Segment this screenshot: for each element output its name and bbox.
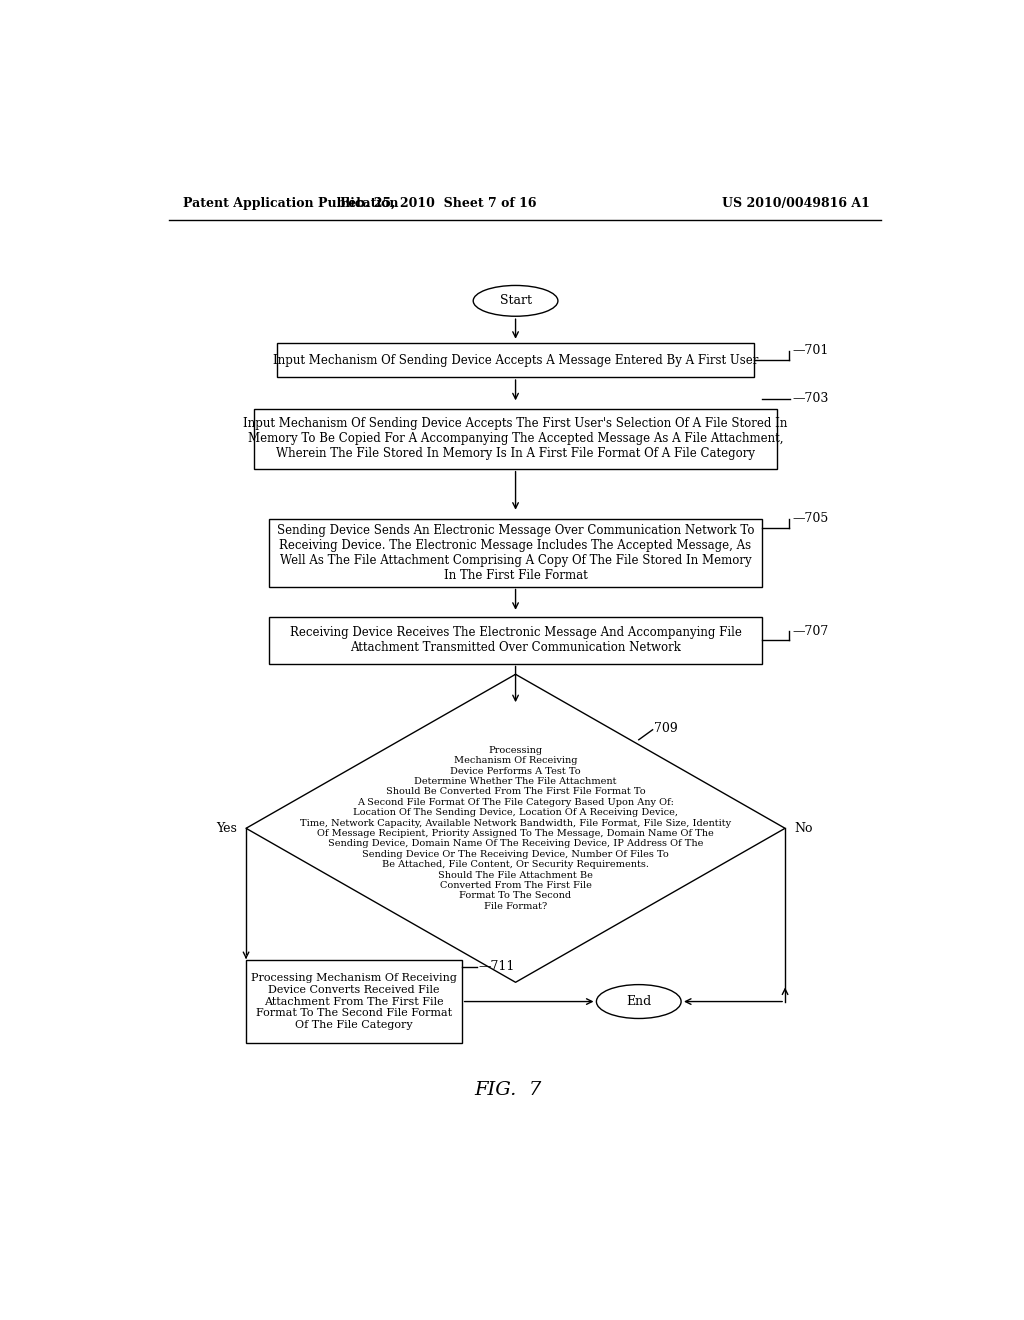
Ellipse shape: [596, 985, 681, 1019]
Text: —711: —711: [478, 961, 515, 973]
Text: No: No: [795, 822, 813, 834]
Text: End: End: [626, 995, 651, 1008]
FancyBboxPatch shape: [269, 618, 762, 664]
FancyBboxPatch shape: [254, 409, 777, 469]
Text: US 2010/0049816 A1: US 2010/0049816 A1: [722, 197, 869, 210]
Text: Sending Device Sends An Electronic Message Over Communication Network To
Receivi: Sending Device Sends An Electronic Messa…: [276, 524, 755, 582]
Text: Feb. 25, 2010  Sheet 7 of 16: Feb. 25, 2010 Sheet 7 of 16: [340, 197, 537, 210]
Text: 709: 709: [654, 722, 678, 735]
Polygon shape: [246, 675, 785, 982]
FancyBboxPatch shape: [269, 519, 762, 586]
Text: Processing Mechanism Of Receiving
Device Converts Received File
Attachment From : Processing Mechanism Of Receiving Device…: [251, 973, 457, 1030]
FancyBboxPatch shape: [276, 343, 755, 378]
Text: FIG.  7: FIG. 7: [474, 1081, 542, 1100]
Text: —707: —707: [793, 624, 829, 638]
Text: Start: Start: [500, 294, 531, 308]
Text: Input Mechanism Of Sending Device Accepts A Message Entered By A First User: Input Mechanism Of Sending Device Accept…: [272, 354, 758, 367]
Text: Processing
Mechanism Of Receiving
Device Performs A Test To
Determine Whether Th: Processing Mechanism Of Receiving Device…: [300, 746, 731, 911]
Ellipse shape: [473, 285, 558, 317]
Text: Patent Application Publication: Patent Application Publication: [183, 197, 398, 210]
Text: —705: —705: [793, 512, 829, 525]
Text: Input Mechanism Of Sending Device Accepts The First User's Selection Of A File S: Input Mechanism Of Sending Device Accept…: [244, 417, 787, 461]
FancyBboxPatch shape: [246, 960, 462, 1043]
Text: —701: —701: [793, 345, 829, 358]
Text: Yes: Yes: [216, 822, 237, 834]
Text: —703: —703: [793, 392, 829, 405]
Text: Receiving Device Receives The Electronic Message And Accompanying File
Attachmen: Receiving Device Receives The Electronic…: [290, 627, 741, 655]
